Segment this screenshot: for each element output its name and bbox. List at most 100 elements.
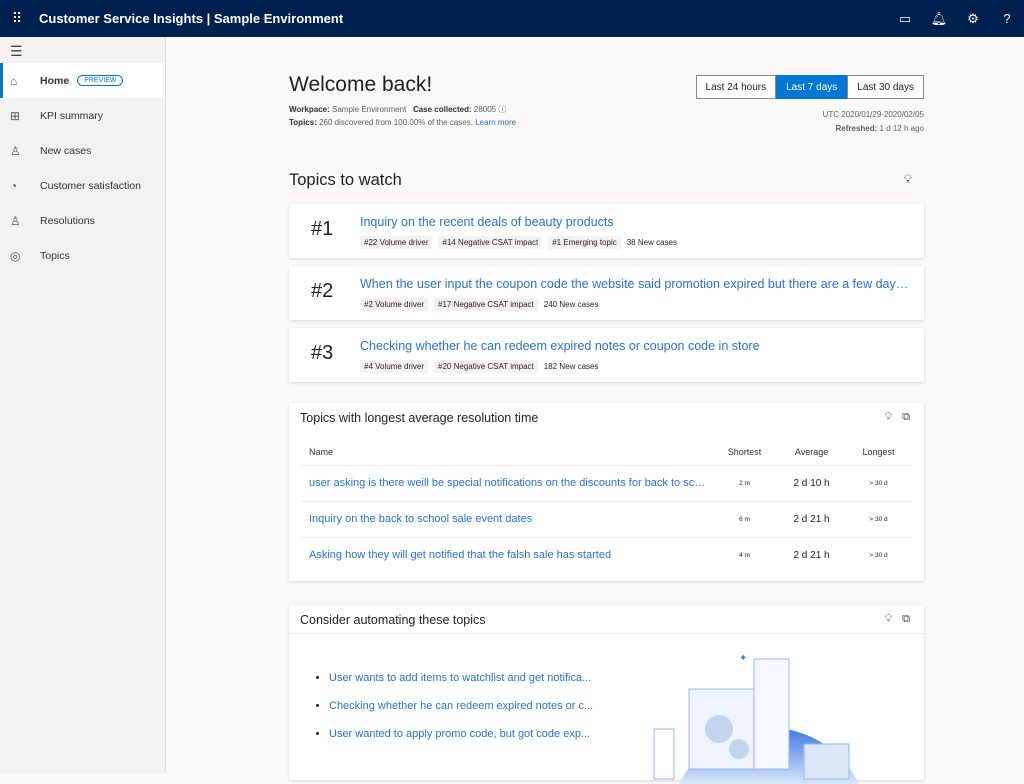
topic-rank: #2 bbox=[311, 280, 334, 302]
topic-title-link[interactable]: When the user input the coupon code the … bbox=[360, 277, 912, 291]
range-30-days-button[interactable]: Last 30 days bbox=[847, 75, 924, 99]
expand-icon[interactable]: ⧉ bbox=[902, 613, 910, 625]
topic-tag: #4 Volume driver bbox=[360, 360, 429, 373]
divider bbox=[289, 633, 924, 634]
topic-tag: #17 Negative CSAT impact bbox=[434, 298, 538, 311]
sidebar-item-home[interactable]: ⌂ Home PREVIEW bbox=[0, 63, 165, 98]
cases-label: Case collected: bbox=[412, 105, 472, 114]
topic-tag: #20 Negative CSAT impact bbox=[434, 360, 538, 373]
topic-card[interactable]: #3 Checking whether he can redeem expire… bbox=[289, 328, 924, 382]
sidebar-item-customer-satisfaction[interactable]: ◔ Customer satisfaction bbox=[0, 168, 165, 203]
refreshed-label: Refreshed: bbox=[835, 124, 878, 133]
person-check-icon: ♙ bbox=[10, 213, 21, 228]
resolution-table: Name Shortest Average Longest user askin… bbox=[301, 439, 912, 573]
learn-more-link[interactable]: Learn more bbox=[475, 118, 517, 127]
date-range: UTC 2020/01/29-2020/02/05 bbox=[822, 110, 924, 119]
topic-tag: #2 Volume driver bbox=[360, 298, 429, 311]
shortest-value: 6 m bbox=[711, 501, 779, 538]
automate-topic-link[interactable]: User wants to add items to watchlist and… bbox=[329, 669, 593, 697]
new-cases-count: 38 New cases bbox=[626, 238, 677, 247]
preview-badge: PREVIEW bbox=[77, 75, 124, 86]
sidebar-item-topics[interactable]: ◎ Topics bbox=[0, 238, 165, 273]
topic-rank: #3 bbox=[311, 342, 334, 364]
lightbulb-icon[interactable]: 💡︎ bbox=[903, 172, 912, 186]
topics-label: Topics: bbox=[289, 118, 317, 127]
automate-topic-list: User wants to add items to watchlist and… bbox=[329, 669, 593, 753]
sidebar-item-label: Topics bbox=[40, 249, 70, 262]
sidebar-item-label: Resolutions bbox=[40, 214, 95, 227]
new-cases-count: 240 New cases bbox=[543, 300, 599, 309]
sidebar-item-new-cases[interactable]: ♙ New cases bbox=[0, 133, 165, 168]
cases-value: 28005 bbox=[473, 105, 497, 114]
app-title: Customer Service Insights | Sample Envir… bbox=[39, 11, 344, 26]
column-header-shortest[interactable]: Shortest bbox=[711, 439, 779, 466]
automate-topics-card: Consider automating these topics 💡︎ ⧉ Use… bbox=[289, 605, 924, 784]
date-info: UTC 2020/01/29-2020/02/05 Refreshed: 1 d… bbox=[823, 108, 924, 136]
topics-to-watch-title: Topics to watch bbox=[289, 171, 402, 189]
table-row[interactable]: user asking is there weill be special no… bbox=[301, 465, 912, 502]
column-header-average[interactable]: Average bbox=[778, 439, 846, 466]
range-24-hours-button[interactable]: Last 24 hours bbox=[695, 75, 777, 99]
average-value: 2 d 21 h bbox=[778, 501, 846, 538]
lightbulb-icon[interactable]: 💡︎ bbox=[884, 411, 893, 423]
hamburger-icon[interactable]: ☰ bbox=[10, 43, 23, 59]
refreshed-value: 1 d 12 h ago bbox=[879, 124, 924, 133]
topic-tag: #1 Emerging topic bbox=[548, 236, 621, 249]
gauge-icon: ◔ bbox=[10, 178, 18, 193]
dashboard-icon: ⊞ bbox=[10, 108, 21, 123]
workspace-label: Workpace: bbox=[289, 105, 330, 114]
topic-name-link[interactable]: Inquiry on the back to school sale event… bbox=[301, 501, 711, 538]
topics-value: 260 discovered from 100.00% of the cases… bbox=[319, 118, 473, 127]
workspace-meta: Workpace: Sample Environment Case collec… bbox=[289, 103, 516, 129]
table-row[interactable]: Asking how they will get notified that t… bbox=[301, 537, 912, 573]
automate-card-title: Consider automating these topics bbox=[300, 613, 486, 627]
longest-value: > 30 d bbox=[845, 465, 912, 502]
shortest-value: 4 m bbox=[739, 551, 750, 559]
sidebar-item-resolutions[interactable]: ♙ Resolutions bbox=[0, 203, 165, 238]
average-value: 2 d 10 h bbox=[778, 465, 846, 502]
topic-card[interactable]: #2 When the user input the coupon code t… bbox=[289, 266, 924, 320]
sidebar-item-label: Customer satisfaction bbox=[40, 179, 141, 192]
topic-title-link[interactable]: Inquiry on the recent deals of beauty pr… bbox=[360, 215, 614, 229]
page-title: Welcome back! bbox=[289, 73, 433, 96]
time-range-selector: Last 24 hours Last 7 days Last 30 days bbox=[695, 75, 924, 99]
topic-title-link[interactable]: Checking whether he can redeem expired n… bbox=[360, 339, 760, 353]
topic-card[interactable]: #1 Inquiry on the recent deals of beauty… bbox=[289, 204, 924, 258]
new-cases-count: 182 New cases bbox=[543, 362, 599, 371]
sidebar: ☰ ⌂ Home PREVIEW ⊞ KPI summary ♙ New cases ◔… bbox=[0, 37, 166, 773]
topic-rank: #1 bbox=[311, 218, 334, 240]
radar-icon: ◎ bbox=[10, 248, 21, 263]
home-icon: ⌂ bbox=[10, 73, 18, 88]
column-header-name[interactable]: Name bbox=[301, 439, 711, 466]
column-header-longest[interactable]: Longest bbox=[845, 439, 912, 466]
topic-name-link[interactable]: Asking how they will get notified that t… bbox=[309, 549, 612, 562]
automate-topic-link[interactable]: User wanted to apply promo code, but got… bbox=[329, 725, 593, 753]
longest-value: > 30 d bbox=[869, 551, 888, 559]
gear-icon[interactable]: ⚙ bbox=[967, 10, 979, 26]
topic-name-link[interactable]: user asking is there weill be special no… bbox=[301, 465, 711, 502]
range-7-days-button[interactable]: Last 7 days bbox=[776, 75, 848, 99]
topic-tag: #22 Volume driver bbox=[360, 236, 433, 249]
help-icon[interactable]: ? bbox=[1003, 10, 1011, 26]
longest-value: > 30 d bbox=[845, 501, 912, 538]
shortest-value: 2 m bbox=[711, 465, 779, 502]
sidebar-item-label: Home bbox=[40, 74, 70, 87]
table-row[interactable]: Inquiry on the back to school sale event… bbox=[301, 501, 912, 538]
automation-illustration: ✦ bbox=[653, 653, 859, 784]
workspace-value: Sample Environment bbox=[332, 105, 407, 114]
monitor-icon[interactable]: ▭ bbox=[898, 10, 912, 26]
automate-topic-link[interactable]: Checking whether he can redeem expired n… bbox=[329, 697, 593, 725]
resolution-time-card: Topics with longest average resolution t… bbox=[289, 403, 924, 581]
topic-tag: #14 Negative CSAT impact bbox=[438, 236, 543, 249]
waffle-icon[interactable]: ⠿ bbox=[11, 10, 23, 26]
expand-icon[interactable]: ⧉ bbox=[902, 411, 910, 423]
sidebar-item-kpi-summary[interactable]: ⊞ KPI summary bbox=[0, 98, 165, 133]
svg-text:✦: ✦ bbox=[739, 653, 747, 664]
bell-icon[interactable]: 🔔︎ bbox=[930, 10, 948, 26]
info-icon[interactable]: ⓘ bbox=[498, 105, 507, 114]
person-icon: ♙ bbox=[10, 143, 21, 158]
top-bar: ⠿ Customer Service Insights | Sample Env… bbox=[0, 0, 1024, 37]
lightbulb-icon[interactable]: 💡︎ bbox=[884, 613, 893, 625]
resolution-card-title: Topics with longest average resolution t… bbox=[300, 411, 539, 425]
sidebar-item-label: New cases bbox=[40, 144, 92, 157]
